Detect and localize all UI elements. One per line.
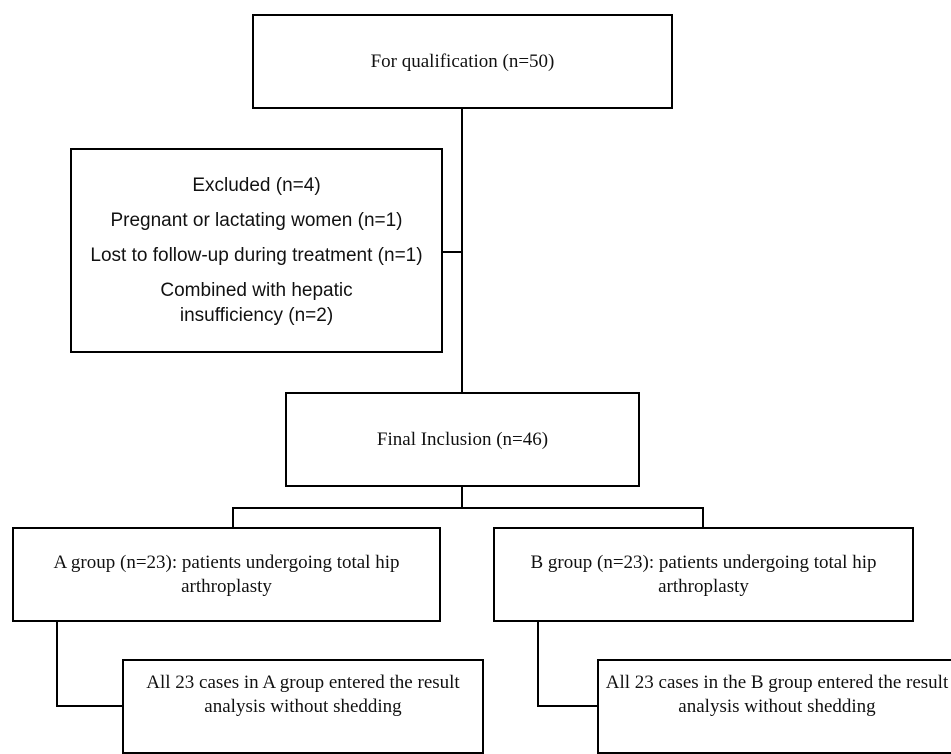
- connector-group-a-to-result: [56, 705, 123, 707]
- final-inclusion-box: Final Inclusion (n=46): [285, 392, 640, 487]
- excluded-title: Excluded (n=4): [192, 175, 321, 196]
- group-a-text: A group (n=23): patients undergoing tota…: [53, 551, 400, 597]
- excluded-reason-lost-follow-up: Lost to follow-up during treatment (n=1): [90, 245, 423, 266]
- group-b-result-box: All 23 cases in the B group entered the …: [597, 659, 951, 754]
- connector-qualification-to-final: [461, 108, 463, 393]
- connector-split-to-group-b: [702, 507, 704, 528]
- group-a-result-text: All 23 cases in A group entered the resu…: [146, 672, 460, 717]
- group-a-box: A group (n=23): patients undergoing tota…: [12, 527, 441, 622]
- group-b-text: B group (n=23): patients undergoing tota…: [530, 551, 877, 597]
- connector-group-a-down: [56, 621, 58, 707]
- connector-group-b-to-result: [537, 705, 598, 707]
- excluded-box: Excluded (n=4) Pregnant or lactating wom…: [70, 148, 443, 353]
- qualification-text: For qualification (n=50): [370, 50, 555, 72]
- group-b-box: B group (n=23): patients undergoing tota…: [493, 527, 914, 622]
- group-b-result-text: All 23 cases in the B group entered the …: [605, 672, 949, 717]
- excluded-reason-pregnant: Pregnant or lactating women (n=1): [110, 210, 403, 231]
- connector-split-horizontal: [232, 507, 704, 509]
- connector-split-to-group-a: [232, 507, 234, 528]
- final-inclusion-text: Final Inclusion (n=46): [376, 428, 549, 450]
- group-a-result-box: All 23 cases in A group entered the resu…: [122, 659, 484, 754]
- connector-group-b-down: [537, 621, 539, 707]
- qualification-box: For qualification (n=50): [252, 14, 673, 109]
- excluded-reason-hepatic: Combined with hepatic insufficiency (n=2…: [160, 280, 353, 326]
- connector-excluded-branch: [441, 251, 462, 253]
- connector-final-to-split: [461, 486, 463, 509]
